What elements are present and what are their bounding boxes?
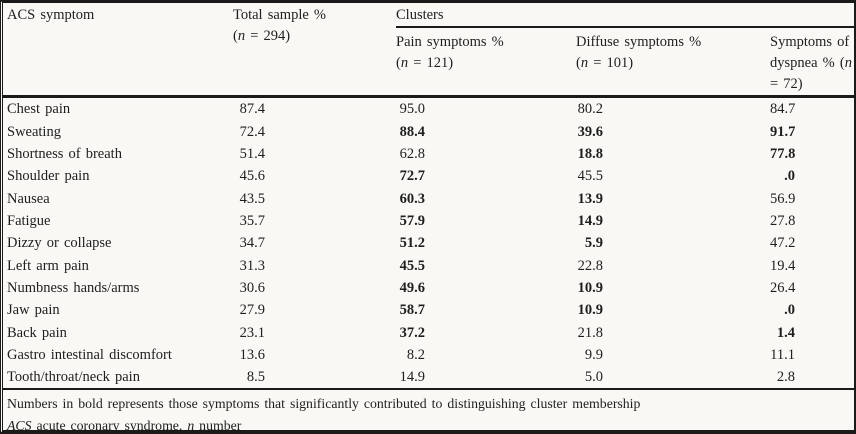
pain-value-cell: 72.7: [399, 168, 425, 185]
footnotes: Numbers in bold represents those symptom…: [3, 388, 854, 433]
header-clusters: Clusters: [396, 3, 854, 28]
total-value-cell: 51.4: [239, 145, 265, 162]
symptom-cell: Left arm pain: [7, 257, 89, 274]
total-value-cell: 72.4: [239, 123, 265, 140]
pain-value-cell: 37.2: [399, 324, 425, 341]
pain-value-cell: 62.8: [399, 145, 425, 162]
diffuse-value-cell: 45.5: [577, 168, 603, 185]
symptom-cell: Back pain: [7, 324, 67, 341]
total-value-cell: 27.9: [239, 302, 265, 319]
dyspnea-value-cell: 27.8: [770, 212, 796, 229]
symptom-cluster-table: ACS symptom Total sample % (n = 294) Clu…: [3, 3, 854, 388]
pain-value-cell: 51.2: [399, 235, 425, 252]
diffuse-value-cell: 9.9: [584, 346, 603, 363]
dyspnea-value-cell: .0: [784, 168, 795, 185]
footnote-bold-explanation: Numbers in bold represents those symptom…: [7, 396, 641, 412]
total-value-cell: 45.6: [239, 168, 265, 185]
diffuse-value-cell: 13.9: [577, 190, 603, 207]
symptom-cell: Sweating: [7, 123, 61, 140]
pain-value-cell: 49.6: [399, 279, 425, 296]
header-dyspnea-n: (n = 72): [770, 55, 852, 92]
table-row: Jaw pain 27.9 58.7 10.9 .0: [3, 299, 854, 321]
table-row: Shortness of breath 51.4 62.8 18.8 77.8: [3, 143, 854, 165]
total-value-cell: 23.1: [239, 324, 265, 341]
dyspnea-value-cell: 26.4: [770, 279, 796, 296]
total-value-cell: 13.6: [239, 346, 265, 363]
dyspnea-value-cell: 77.8: [770, 145, 796, 162]
header-diffuse-label: Diffuse symptoms %: [576, 34, 702, 50]
symptom-cell: Nausea: [7, 190, 50, 207]
table-row: Gastro intestinal discomfort 13.6 8.2 9.9 11…: [3, 344, 854, 366]
pain-value-cell: 45.5: [399, 257, 425, 274]
total-value-cell: 87.4: [239, 101, 265, 118]
total-value-cell: 30.6: [239, 279, 265, 296]
diffuse-value-cell: 10.9: [577, 279, 603, 296]
header-total-sample-label: Total sample %: [233, 7, 326, 23]
total-value-cell: 31.3: [239, 257, 265, 274]
diffuse-value-cell: 14.9: [577, 212, 603, 229]
header-diffuse-n: (n = 101): [576, 55, 634, 71]
pain-value-cell: 58.7: [399, 302, 425, 319]
table-body: Chest pain 87.4 95.0 80.2 84.7 Sweating 72.4 88…: [3, 97, 854, 389]
total-value-cell: 34.7: [239, 235, 265, 252]
diffuse-value-cell: 21.8: [577, 324, 603, 341]
header-pain-symptoms: Pain symptoms % (n = 121): [396, 27, 576, 97]
header-pain-n: (n = 121): [396, 55, 454, 71]
symptom-cell: Chest pain: [7, 101, 71, 118]
dyspnea-value-cell: 19.4: [770, 257, 796, 274]
symptom-cell: Shortness of breath: [7, 145, 122, 162]
pain-value-cell: 8.2: [406, 346, 425, 363]
diffuse-value-cell: 22.8: [577, 257, 603, 274]
header-dyspnea-symptoms: Symptoms of dyspnea % (n = 72): [770, 27, 854, 97]
diffuse-value-cell: 5.0: [584, 369, 603, 386]
pain-value-cell: 57.9: [399, 212, 425, 229]
table-row: Left arm pain 31.3 45.5 22.8 19.4: [3, 254, 854, 276]
table-row: Fatigue 35.7 57.9 14.9 27.8: [3, 210, 854, 232]
header-acs-symptom: ACS symptom: [7, 7, 95, 23]
symptom-cell: Dizzy or collapse: [7, 235, 112, 252]
diffuse-value-cell: 80.2: [577, 101, 603, 118]
dyspnea-value-cell: 84.7: [770, 101, 796, 118]
diffuse-value-cell: 39.6: [577, 123, 603, 140]
diffuse-value-cell: 5.9: [584, 235, 603, 252]
table-row: Nausea 43.5 60.3 13.9 56.9: [3, 187, 854, 209]
dyspnea-value-cell: 91.7: [770, 123, 796, 140]
table-row: Back pain 23.1 37.2 21.8 1.4: [3, 321, 854, 343]
symptom-cell: Numbness hands/arms: [7, 279, 140, 296]
table-row: Dizzy or collapse 34.7 51.2 5.9 47.2: [3, 232, 854, 254]
symptom-cell: Gastro intestinal discomfort: [7, 346, 172, 363]
symptom-cell: Tooth/throat/neck pain: [7, 369, 140, 386]
header-dyspnea-label: Symptoms of dyspnea %: [770, 34, 850, 71]
total-value-cell: 8.5: [246, 369, 265, 386]
diffuse-value-cell: 10.9: [577, 302, 603, 319]
table-row: Numbness hands/arms 30.6 49.6 10.9 26.4: [3, 277, 854, 299]
symptom-cell: Fatigue: [7, 212, 51, 229]
symptom-cell: Jaw pain: [7, 302, 60, 319]
table-row: Sweating 72.4 88.4 39.6 91.7: [3, 120, 854, 142]
dyspnea-value-cell: 11.1: [770, 346, 795, 363]
total-value-cell: 35.7: [239, 212, 265, 229]
total-value-cell: 43.5: [239, 190, 265, 207]
header-total-sample: Total sample % (n = 294): [233, 3, 396, 97]
dyspnea-value-cell: 2.8: [776, 369, 795, 386]
table-row: Shoulder pain 45.6 72.7 45.5 .0: [3, 165, 854, 187]
pain-value-cell: 88.4: [399, 123, 425, 140]
pain-value-cell: 95.0: [399, 101, 425, 118]
footnote-abbreviations: ACS acute coronary syndrome, n number: [7, 417, 242, 433]
dyspnea-value-cell: .0: [784, 302, 795, 319]
dyspnea-value-cell: 56.9: [770, 190, 796, 207]
pain-value-cell: 14.9: [399, 369, 425, 386]
table-row: Chest pain 87.4 95.0 80.2 84.7: [3, 97, 854, 121]
pain-value-cell: 60.3: [399, 190, 425, 207]
header-total-sample-n: (n = 294): [233, 28, 291, 44]
header-pain-label: Pain symptoms %: [396, 34, 504, 50]
table-row: Tooth/throat/neck pain 8.5 14.9 5.0 2.8: [3, 366, 854, 388]
symptom-cell: Shoulder pain: [7, 168, 90, 185]
dyspnea-value-cell: 1.4: [776, 324, 795, 341]
dyspnea-value-cell: 47.2: [770, 235, 796, 252]
diffuse-value-cell: 18.8: [577, 145, 603, 162]
header-diffuse-symptoms: Diffuse symptoms % (n = 101): [576, 27, 770, 97]
